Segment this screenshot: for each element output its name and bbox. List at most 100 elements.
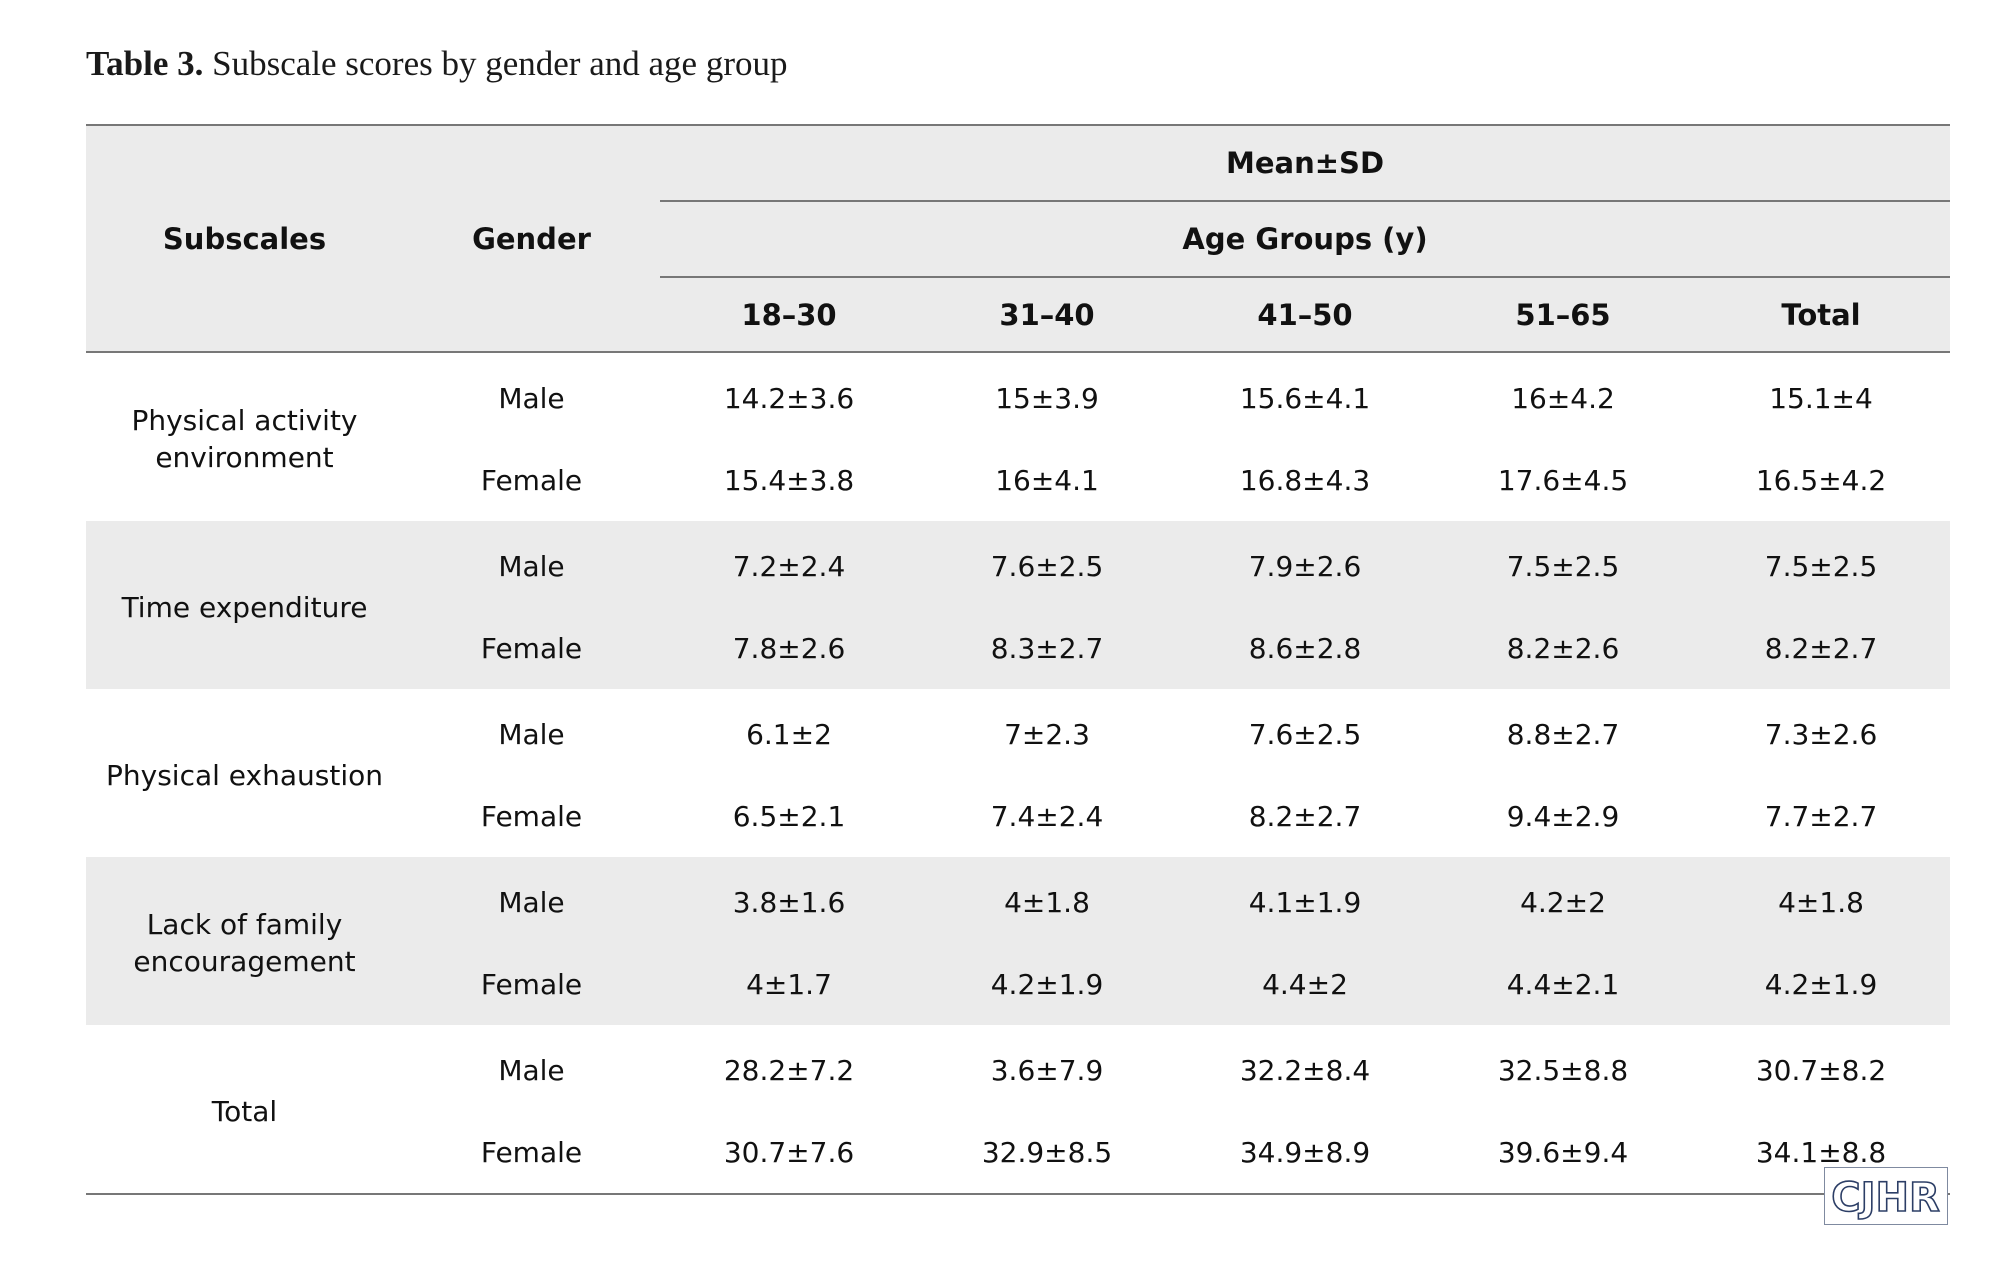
table-row: Total Male 28.2±7.2 3.6±7.9 32.2±8.4 32.5±8.8… (86, 1025, 1950, 1195)
cell-physical-activity-environment-female-total: 16.5±4.2 (1755, 463, 1887, 497)
cell-physical-exhaustion-female-total: 7.7±2.7 (1764, 799, 1878, 833)
cjhr-logo: CJHR (1824, 1167, 1948, 1225)
header-age-31-40: 31–40 (918, 277, 1176, 353)
subscale-scores-table: Subscales Gender Mean±SD Age Groups (y) … (86, 124, 1951, 1195)
subscale-label-line: environment (155, 441, 334, 474)
cell-lack-of-family-encouragement-male-18-30: 3.8±1.6 (660, 857, 918, 943)
cell-time-expenditure-male-41-50: 7.9±2.6 (1176, 521, 1434, 607)
cell-physical-exhaustion-female-31-40: 7.4±2.4 (990, 799, 1104, 833)
header-age-41-50: 41–50 (1176, 277, 1434, 353)
cjhr-logo-icon: CJHR (1830, 1174, 1940, 1222)
cell-lack-of-family-encouragement-female-51-65: 4.4±2.1 (1434, 943, 1692, 1025)
cell-physical-exhaustion-male-51-65: 8.8±2.7 (1506, 717, 1620, 751)
gender-male: Male (498, 381, 565, 415)
header-age-51-65: 51–65 (1434, 277, 1692, 353)
header-gender: Gender (403, 124, 660, 353)
cell-physical-exhaustion-female-41-50: 8.2±2.7 (1248, 799, 1362, 833)
cell-physical-activity-environment-male-31-40: 15±3.9 (995, 381, 1099, 415)
gender-male: Male (498, 717, 565, 751)
header-subscales: Subscales (86, 124, 403, 353)
table-row: Female 30.7±7.6 32.9±8.5 34.9±8.9 39.6±9.4 34… (86, 1111, 1951, 1195)
table-header: Subscales Gender Mean±SD Age Groups (y) … (86, 124, 1951, 353)
cell-lack-of-family-encouragement-female-31-40: 4.2±1.9 (918, 943, 1176, 1025)
cell-lack-of-family-encouragement-male-total: 4±1.8 (1692, 857, 1951, 943)
cell-total-male-41-50: 32.2±8.4 (1239, 1053, 1371, 1087)
cell-physical-activity-environment-male-41-50: 15.6±4.1 (1239, 381, 1371, 415)
gender-male: Male (403, 521, 660, 607)
table-row: Female 15.4±3.8 16±4.1 16.8±4.3 17.6±4.5 16.5… (86, 439, 1950, 521)
cell-lack-of-family-encouragement-female-41-50: 4.4±2 (1176, 943, 1434, 1025)
subscale-label-line: encouragement (133, 945, 356, 978)
cell-time-expenditure-female-18-30: 7.8±2.6 (660, 607, 918, 689)
cell-lack-of-family-encouragement-female-total: 4.2±1.9 (1692, 943, 1951, 1025)
cell-lack-of-family-encouragement-male-51-65: 4.2±2 (1434, 857, 1692, 943)
cell-total-female-18-30: 30.7±7.6 (660, 1111, 918, 1195)
subscale-physical-activity-environment: Physical activity environment (86, 352, 403, 521)
gender-female: Female (403, 943, 660, 1025)
header-age-groups: Age Groups (y) (660, 201, 1951, 278)
cell-time-expenditure-female-total: 8.2±2.7 (1692, 607, 1951, 689)
cell-physical-activity-environment-male-51-65: 16±4.2 (1511, 381, 1615, 415)
cell-physical-activity-environment-female-31-40: 16±4.1 (995, 463, 1099, 497)
cell-total-male-51-65: 32.5±8.8 (1497, 1053, 1629, 1087)
table-caption-label: Table 3. (86, 44, 204, 83)
cell-physical-exhaustion-male-31-40: 7±2.3 (1004, 717, 1090, 751)
subscale-lack-of-family-encouragement: Lack of family encouragement (86, 857, 403, 1025)
header-age-18-30: 18–30 (660, 277, 918, 353)
gender-female: Female (480, 799, 583, 833)
cell-physical-activity-environment-male-total: 15.1±4 (1769, 381, 1873, 415)
cell-time-expenditure-male-51-65: 7.5±2.5 (1434, 521, 1692, 607)
subscale-total: Total (86, 1025, 403, 1195)
table-row: Lack of family encouragement Male 3.8±1.6 4±… (86, 857, 1951, 1025)
subscale-label-line: Physical exhaustion (106, 758, 383, 792)
cell-time-expenditure-female-31-40: 8.3±2.7 (918, 607, 1176, 689)
gender-female: Female (480, 463, 583, 497)
cell-time-expenditure-male-18-30: 7.2±2.4 (660, 521, 918, 607)
table-row: Female 6.5±2.1 7.4±2.4 8.2±2.7 9.4±2.9 7.7±2.… (86, 775, 1950, 857)
cell-lack-of-family-encouragement-male-41-50: 4.1±1.9 (1176, 857, 1434, 943)
table-caption: Table 3. Subscale scores by gender and a… (86, 44, 787, 84)
table-row: Female 4±1.7 4.2±1.9 4.4±2 4.4±2.1 4.2±1.9 (86, 943, 1951, 1025)
cell-total-female-51-65: 39.6±9.4 (1434, 1111, 1692, 1195)
cell-total-male-18-30: 28.2±7.2 (723, 1053, 855, 1087)
cell-total-female-41-50: 34.9±8.9 (1176, 1111, 1434, 1195)
cell-physical-activity-environment-female-18-30: 15.4±3.8 (723, 463, 855, 497)
subscale-time-expenditure: Time expenditure (86, 521, 403, 689)
table-row: Female 7.8±2.6 8.3±2.7 8.6±2.8 8.2±2.6 8.2±2.… (86, 607, 1951, 689)
cell-lack-of-family-encouragement-male-31-40: 4±1.8 (918, 857, 1176, 943)
cell-time-expenditure-female-51-65: 8.2±2.6 (1434, 607, 1692, 689)
cell-physical-exhaustion-male-18-30: 6.1±2 (746, 717, 832, 751)
gender-male: Male (498, 1053, 565, 1087)
cell-total-female-31-40: 32.9±8.5 (918, 1111, 1176, 1195)
cjhr-logo-text: CJHR (1831, 1175, 1940, 1221)
gender-male: Male (403, 857, 660, 943)
table-caption-text: Subscale scores by gender and age group (212, 44, 788, 83)
cell-time-expenditure-male-total: 7.5±2.5 (1692, 521, 1951, 607)
cell-time-expenditure-female-41-50: 8.6±2.8 (1176, 607, 1434, 689)
cell-physical-activity-environment-female-51-65: 17.6±4.5 (1497, 463, 1629, 497)
cell-physical-exhaustion-female-18-30: 6.5±2.1 (732, 799, 846, 833)
cell-total-male-31-40: 3.6±7.9 (990, 1053, 1104, 1087)
cell-lack-of-family-encouragement-female-18-30: 4±1.7 (660, 943, 918, 1025)
cell-physical-activity-environment-female-41-50: 16.8±4.3 (1239, 463, 1371, 497)
subscale-label-line: Physical activity (131, 404, 358, 437)
cell-total-male-total: 30.7±8.2 (1755, 1053, 1887, 1087)
gender-female: Female (403, 607, 660, 689)
table-row: Physical exhaustion Male 6.1±2 7±2.3 7.6±2.5… (86, 689, 1950, 792)
table-row: Time expenditure Male 7.2±2.4 7.6±2.5 7.9±2.… (86, 521, 1951, 689)
cell-physical-exhaustion-male-41-50: 7.6±2.5 (1248, 717, 1362, 751)
cell-total-female-total: 34.1±8.8 (1692, 1111, 1951, 1195)
table-row: Physical activity environment Male 14.2±3.6… (86, 352, 1950, 475)
cell-physical-exhaustion-male-total: 7.3±2.6 (1764, 717, 1878, 751)
subscale-label-line: Total (211, 1094, 278, 1128)
subscale-label-line: Time expenditure (121, 590, 368, 624)
cell-physical-activity-environment-male-18-30: 14.2±3.6 (723, 381, 855, 415)
header-total: Total (1692, 277, 1951, 353)
header-mean-sd: Mean±SD (660, 124, 1951, 202)
gender-female: Female (403, 1111, 660, 1195)
subscale-physical-exhaustion: Physical exhaustion (86, 689, 403, 857)
cell-time-expenditure-male-31-40: 7.6±2.5 (918, 521, 1176, 607)
table-body: Physical activity environment Male 14.2±3.6… (86, 352, 1951, 1195)
subscale-label-line: Lack of family (146, 908, 343, 941)
cell-physical-exhaustion-female-51-65: 9.4±2.9 (1506, 799, 1620, 833)
